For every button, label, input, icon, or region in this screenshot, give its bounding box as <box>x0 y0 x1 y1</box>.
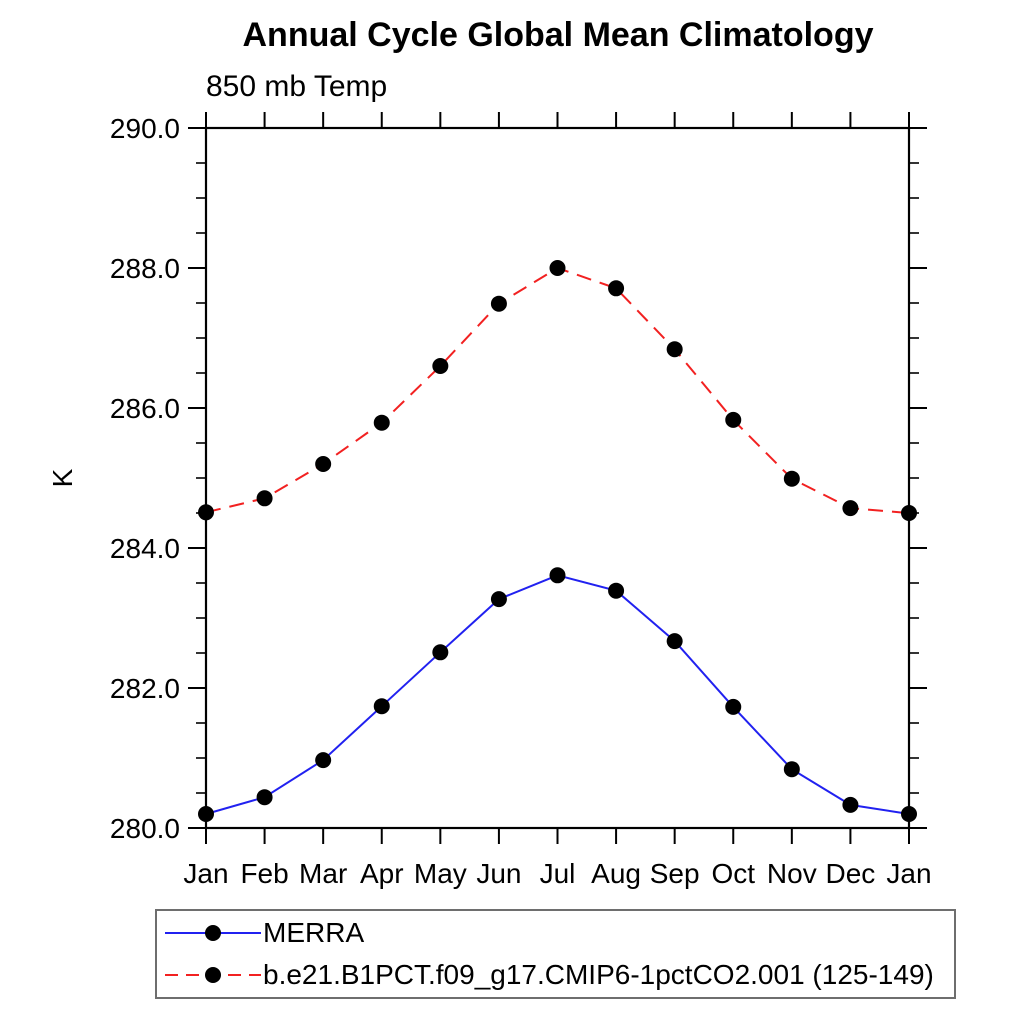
data-point <box>842 500 859 517</box>
y-tick-label: 280.0 <box>110 813 180 844</box>
data-point <box>256 789 273 806</box>
y-tick-label: 284.0 <box>110 533 180 564</box>
data-point <box>783 470 800 487</box>
data-point <box>725 411 742 428</box>
data-point <box>666 633 683 650</box>
data-point <box>198 504 214 521</box>
data-point <box>198 806 214 822</box>
legend-item: MERRA <box>163 912 954 954</box>
y-tick-label: 286.0 <box>110 393 180 424</box>
x-tick-label: May <box>414 858 467 889</box>
data-point <box>842 796 859 813</box>
x-tick-label: Jan <box>183 858 228 889</box>
legend-item: b.e21.B1PCT.f09_g17.CMIP6-1pctCO2.001 (1… <box>163 954 954 996</box>
x-tick-label: Mar <box>299 858 347 889</box>
data-point <box>725 698 742 715</box>
data-point <box>315 752 332 769</box>
y-tick-label: 288.0 <box>110 253 180 284</box>
legend-marker-icon <box>205 967 221 983</box>
x-tick-label: Jun <box>476 858 521 889</box>
data-point <box>901 806 917 822</box>
data-point <box>901 505 917 521</box>
legend-line-sample <box>165 967 261 983</box>
data-point <box>549 260 566 276</box>
x-tick-label: Feb <box>240 858 288 889</box>
plot-frame <box>204 126 911 830</box>
data-point <box>549 567 566 584</box>
data-point <box>666 341 683 358</box>
legend-label: MERRA <box>263 917 365 948</box>
x-tick-label: Sep <box>650 858 700 889</box>
x-tick-label: Aug <box>591 858 641 889</box>
chart-subtitle: 850 mb Temp <box>206 70 388 103</box>
data-point <box>490 295 507 312</box>
data-point <box>256 490 273 507</box>
x-tick-label: Apr <box>360 858 404 889</box>
legend-line-sample <box>165 925 261 941</box>
legend-marker-icon <box>205 925 221 941</box>
y-tick-label: 290.0 <box>110 113 180 144</box>
data-point <box>432 358 449 374</box>
x-tick-label: Jan <box>886 858 931 889</box>
legend-label: b.e21.B1PCT.f09_g17.CMIP6-1pctCO2.001 (1… <box>263 959 934 990</box>
data-point <box>490 591 507 608</box>
x-tick-label: Dec <box>826 858 876 889</box>
data-point <box>608 582 625 599</box>
legend-box: MERRA b.e21.B1PCT.f09_g17.CMIP6-1pctCO2.0… <box>155 909 956 999</box>
data-point <box>315 456 332 472</box>
data-point <box>783 761 800 778</box>
x-tick-label: Oct <box>711 858 755 889</box>
series-line-b-e21-b1pct-f09-g17-cmip <box>205 266 910 514</box>
data-point <box>608 280 625 297</box>
x-tick-label: Jul <box>540 858 576 889</box>
y-tick-label: 282.0 <box>110 673 180 704</box>
data-point <box>373 698 390 715</box>
series-line-merra <box>205 574 910 815</box>
data-point <box>432 644 449 661</box>
y-axis-label: K <box>47 468 78 487</box>
x-tick-label: Nov <box>767 858 817 889</box>
chart-title: Annual Cycle Global Mean Climatology <box>242 16 874 54</box>
data-point <box>373 414 390 431</box>
